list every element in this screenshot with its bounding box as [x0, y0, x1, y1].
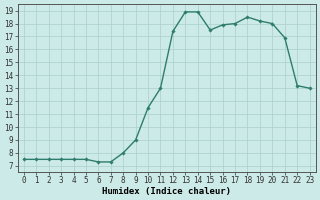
- X-axis label: Humidex (Indice chaleur): Humidex (Indice chaleur): [102, 187, 231, 196]
